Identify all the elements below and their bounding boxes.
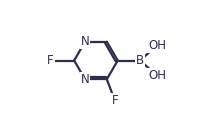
Text: OH: OH [148, 69, 166, 82]
Text: B: B [136, 54, 144, 67]
Text: F: F [112, 94, 119, 107]
Text: F: F [47, 54, 54, 67]
Text: N: N [81, 35, 89, 48]
Text: OH: OH [148, 39, 166, 52]
Text: N: N [81, 73, 89, 86]
